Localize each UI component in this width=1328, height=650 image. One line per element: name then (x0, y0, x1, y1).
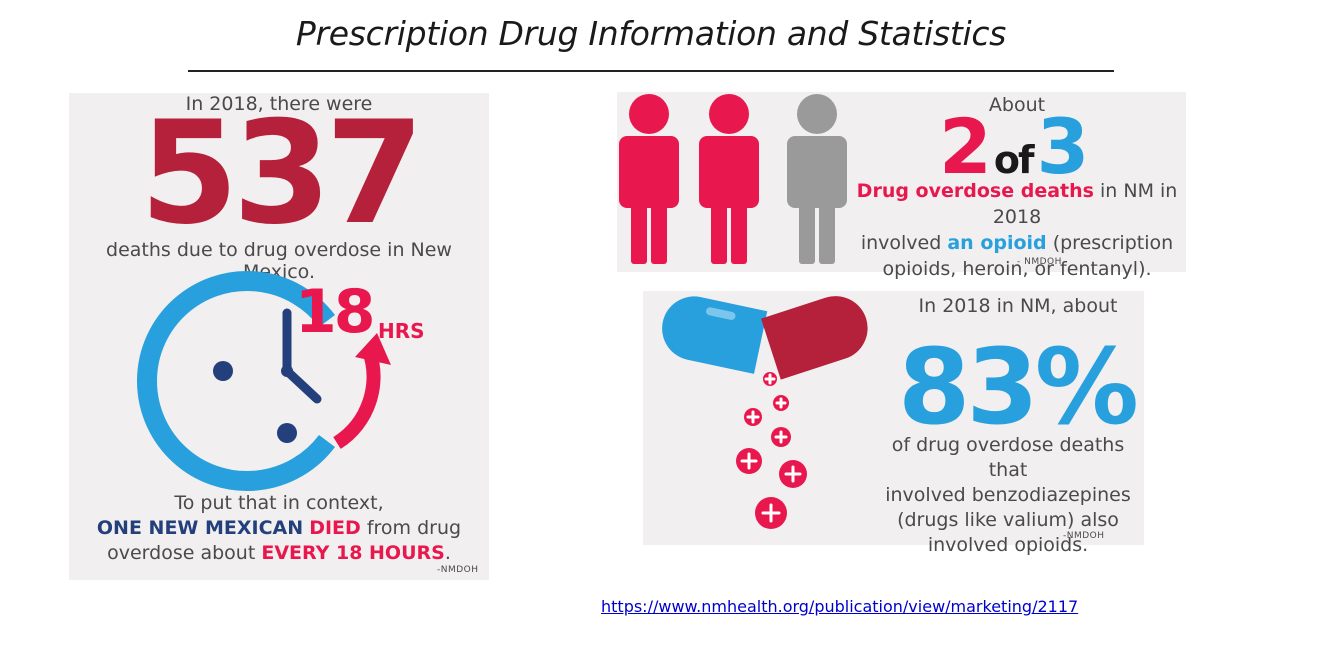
benzo-intro-text: In 2018 in NM, about (918, 295, 1118, 317)
opioid-line-3: opioids, heroin, or fentanyl). (882, 258, 1152, 280)
hours-number: 18 (295, 277, 375, 347)
ratio-denominator: 3 (1036, 102, 1090, 191)
context-end: . (444, 542, 451, 564)
context-emphasis-new-mexican: ONE NEW MEXICAN (96, 517, 304, 539)
person-figure-3 (787, 94, 847, 264)
opioid-line1-rest: in NM in 2018 (992, 180, 1178, 228)
overdose-deaths-infographic: In 2018, there were 537 deaths due to dr… (69, 93, 489, 580)
opioid-line2-start: involved (860, 232, 948, 254)
context-text: To put that in context, ONE NEW MEXICAN … (69, 491, 489, 566)
opioid-source: - NMDOH (1017, 257, 1062, 267)
person-figure-1 (619, 94, 679, 264)
context-mid: from drug (360, 517, 462, 539)
context-emphasis-every-18-hours: EVERY 18 HOURS (261, 542, 445, 564)
deaths-intro-text: In 2018, there were (185, 93, 373, 115)
ratio-of: of (993, 138, 1035, 182)
benzo-line-4: involved opioids. (927, 534, 1089, 556)
opioid-line-2: involved an opioid (prescription (847, 230, 1187, 256)
page-title: Prescription Drug Information and Statis… (295, 14, 1007, 53)
benzo-line-2: involved benzodiazepines (885, 484, 1131, 506)
source-link[interactable]: https://www.nmhealth.org/publication/vie… (601, 597, 1079, 616)
context-emphasis-died: DIED (309, 517, 361, 539)
ratio-numerator: 2 (939, 102, 992, 191)
deaths-source: -NMDOH (437, 565, 479, 575)
opioid-ratio-infographic: About 2 of3 Drug overdose deaths in NM in… (617, 92, 1186, 280)
ratio-headline: 2 of3 (939, 102, 1090, 205)
benzo-line-1: of drug overdose deaths that (891, 434, 1125, 481)
opioid-emphasis-opioid: an opioid (947, 232, 1047, 254)
context-line-3: overdose about EVERY 18 HOURS. (69, 541, 489, 566)
person-figure-2 (699, 94, 759, 264)
benzodiazepine-infographic: In 2018 in NM, about 83% of drug overdos… (643, 291, 1144, 556)
people-figures-icon (619, 94, 847, 264)
benzo-percent: 83% (898, 326, 1139, 448)
opioid-description: Drug overdose deaths in NM in 2018 invol… (847, 178, 1187, 282)
opioid-emphasis-deaths: Drug overdose deaths (856, 180, 1094, 202)
opioid-line-1: Drug overdose deaths in NM in 2018 (847, 178, 1187, 230)
title-divider (188, 70, 1114, 72)
context-line-2: ONE NEW MEXICAN DIED from drug (69, 516, 489, 541)
deaths-count: 537 (139, 91, 424, 256)
context-line3-start: overdose about (107, 542, 262, 564)
pill-capsule-icon (662, 296, 868, 529)
benzo-source: -NMDOH (1063, 531, 1105, 541)
clock-icon (137, 271, 391, 491)
hours-label: HRS (378, 319, 425, 343)
about-text: About (988, 94, 1046, 116)
opioid-line2-rest: (prescription (1046, 232, 1174, 254)
benzo-description: of drug overdose deaths that involved be… (873, 433, 1143, 558)
context-line-1: To put that in context, (174, 492, 384, 514)
benzo-line-3: (drugs like valium) also (897, 509, 1119, 531)
